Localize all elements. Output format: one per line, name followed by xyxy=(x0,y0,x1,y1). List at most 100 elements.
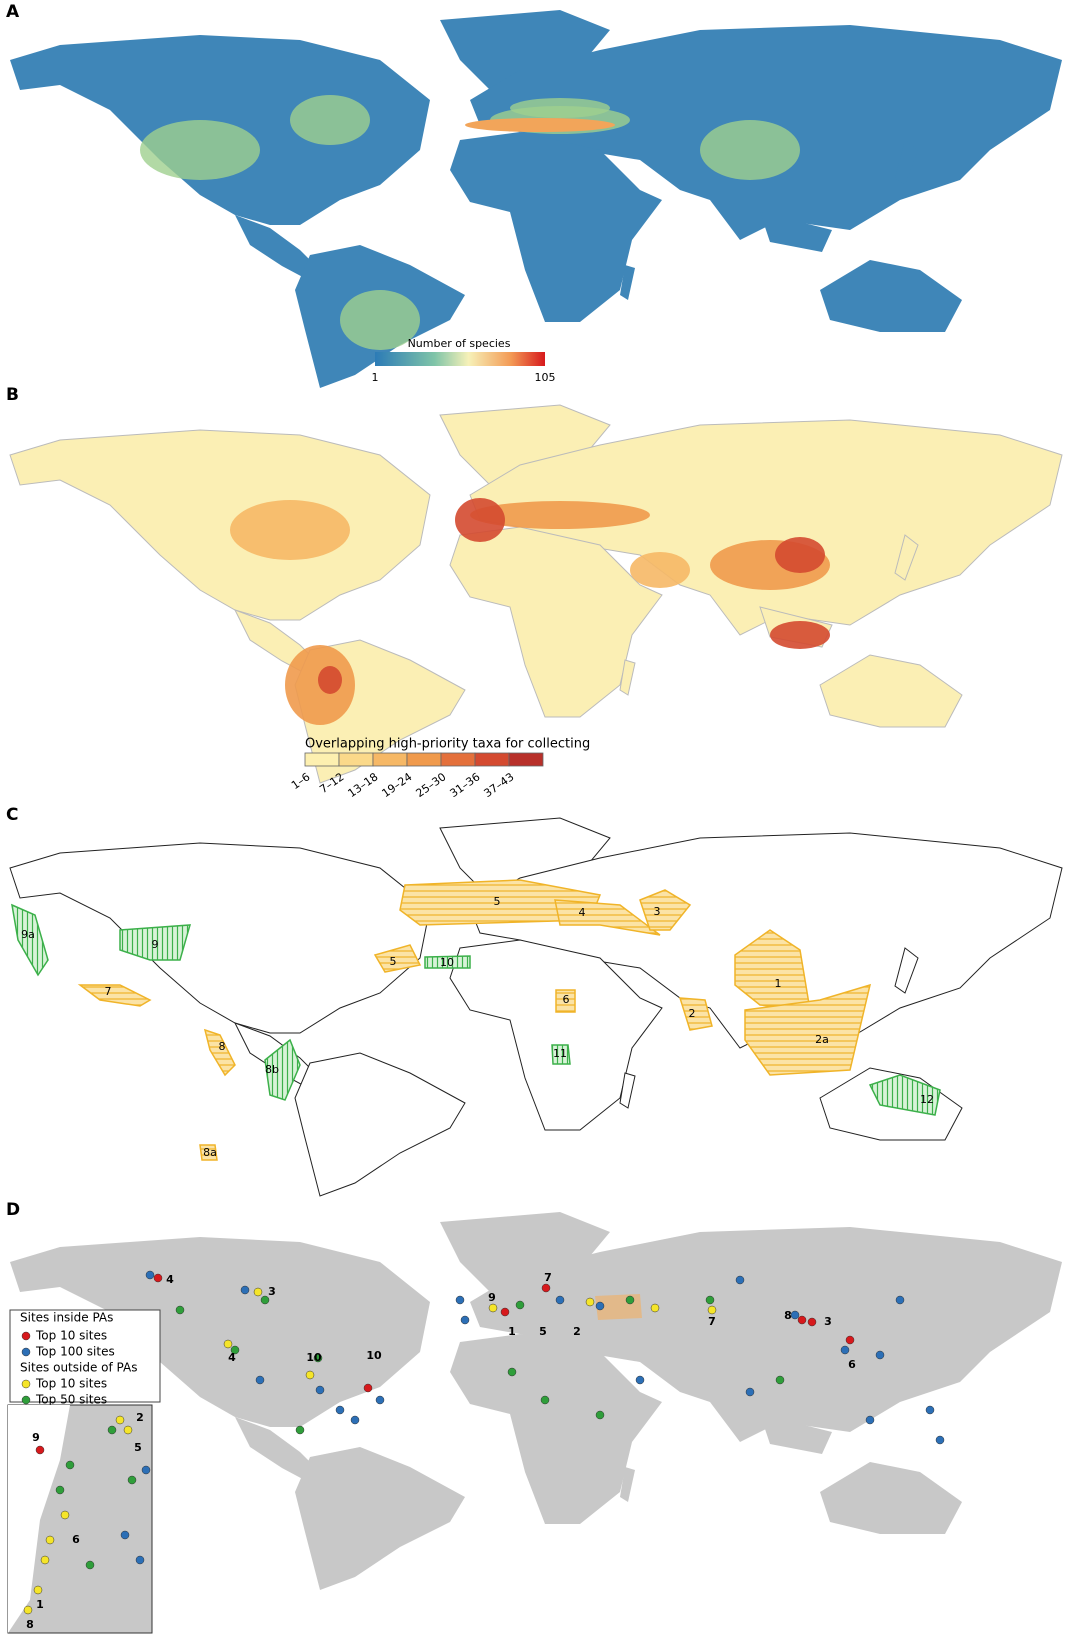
region-label: 11 xyxy=(553,1047,567,1060)
site-dot xyxy=(595,1301,605,1311)
legend-class-label: 13–18 xyxy=(346,770,381,800)
site-dot xyxy=(255,1375,265,1385)
priority-patch xyxy=(630,552,690,588)
site-dot xyxy=(540,1395,550,1405)
richness-hotspot xyxy=(465,118,615,132)
site-dot xyxy=(350,1415,360,1425)
site-label: 10 xyxy=(366,1349,382,1362)
legend-class-label: 25–30 xyxy=(414,770,449,800)
land xyxy=(295,1447,465,1590)
legend-swatch xyxy=(508,752,544,767)
region-label: 9 xyxy=(152,938,159,951)
region-label: 6 xyxy=(563,993,570,1006)
legend-swatch xyxy=(474,752,510,767)
legend-swatch xyxy=(372,752,408,767)
region-label: 5 xyxy=(494,895,501,908)
legend-label: Sites outside of PAs xyxy=(20,1361,137,1375)
inset-dot xyxy=(123,1425,133,1435)
inset-dot xyxy=(135,1555,145,1565)
legend-label: Top 100 sites xyxy=(35,1345,115,1359)
land xyxy=(9,429,431,621)
site-label: 8 xyxy=(784,1309,792,1322)
priority-region xyxy=(678,997,713,1031)
region-label: 8a xyxy=(203,1146,217,1159)
richness-patch xyxy=(290,95,370,145)
inset-dot xyxy=(85,1560,95,1570)
legend-dot xyxy=(21,1395,31,1405)
priority-patch xyxy=(455,498,505,542)
priority-region xyxy=(555,989,576,1013)
legend-class-label: 19–24 xyxy=(380,770,415,800)
site-dot xyxy=(625,1295,635,1305)
site-dot xyxy=(515,1300,525,1310)
inset-label: 2 xyxy=(136,1411,144,1424)
legend-class-label: 1–6 xyxy=(289,770,312,792)
richness-patch xyxy=(510,98,610,118)
legend-label: Top 50 sites xyxy=(35,1393,107,1407)
site-dot xyxy=(735,1275,745,1285)
inset-dot xyxy=(120,1530,130,1540)
site-label: 4 xyxy=(166,1273,174,1286)
site-dot xyxy=(500,1307,510,1317)
priority-region xyxy=(199,1144,218,1161)
inset-label: 9 xyxy=(32,1431,40,1444)
legend-class-label: 31–36 xyxy=(448,770,483,800)
legend-title: Overlapping high-priority taxa for colle… xyxy=(305,737,590,752)
site-dot xyxy=(865,1415,875,1425)
land xyxy=(820,1462,962,1534)
priority-patch xyxy=(230,500,350,560)
site-dot xyxy=(790,1310,800,1320)
priority-patch xyxy=(775,537,825,573)
inset-dot xyxy=(45,1535,55,1545)
site-label: 3 xyxy=(824,1315,832,1328)
priority-region xyxy=(77,984,152,1007)
inset-dot xyxy=(107,1425,117,1435)
site-dot xyxy=(335,1405,345,1415)
region-label: 5 xyxy=(390,955,397,968)
site-dot xyxy=(541,1283,551,1293)
inset-label: 8 xyxy=(26,1618,34,1631)
legend-swatch xyxy=(440,752,476,767)
priority-region xyxy=(424,955,471,969)
land xyxy=(470,1227,1062,1442)
legend-label: Top 10 sites xyxy=(35,1329,107,1343)
region-label: 4 xyxy=(579,906,586,919)
site-label: 1 xyxy=(508,1325,516,1338)
richness-patch xyxy=(700,120,800,180)
land-outline xyxy=(294,1052,466,1197)
inset-dot xyxy=(60,1510,70,1520)
site-label: 10 xyxy=(306,1351,322,1364)
site-dot xyxy=(797,1315,807,1325)
land xyxy=(760,1414,832,1454)
region-label: 7 xyxy=(105,985,112,998)
site-dot xyxy=(375,1395,385,1405)
site-dot xyxy=(707,1305,717,1315)
site-dot xyxy=(745,1387,755,1397)
inset-label: 1 xyxy=(36,1598,44,1611)
site-dot xyxy=(935,1435,945,1445)
region-label: 1 xyxy=(775,977,782,990)
legend-min: 1 xyxy=(372,371,379,384)
land-outline xyxy=(449,939,663,1131)
inset-dot xyxy=(33,1585,43,1595)
land xyxy=(895,140,918,185)
region-label: 3 xyxy=(654,905,661,918)
land xyxy=(820,260,962,332)
site-dot xyxy=(845,1335,855,1345)
land xyxy=(450,132,662,322)
site-dot xyxy=(145,1270,155,1280)
priority-patch xyxy=(770,621,830,649)
site-dot xyxy=(650,1303,660,1313)
site-dot xyxy=(240,1285,250,1295)
site-dot xyxy=(705,1295,715,1305)
legend-swatch xyxy=(406,752,442,767)
land xyxy=(619,659,636,696)
land xyxy=(620,1467,635,1502)
site-label: 7 xyxy=(708,1315,716,1328)
site-dot xyxy=(807,1317,817,1327)
site-dot xyxy=(253,1287,263,1297)
legend-title: Number of species xyxy=(408,337,511,350)
legend-swatch xyxy=(338,752,374,767)
